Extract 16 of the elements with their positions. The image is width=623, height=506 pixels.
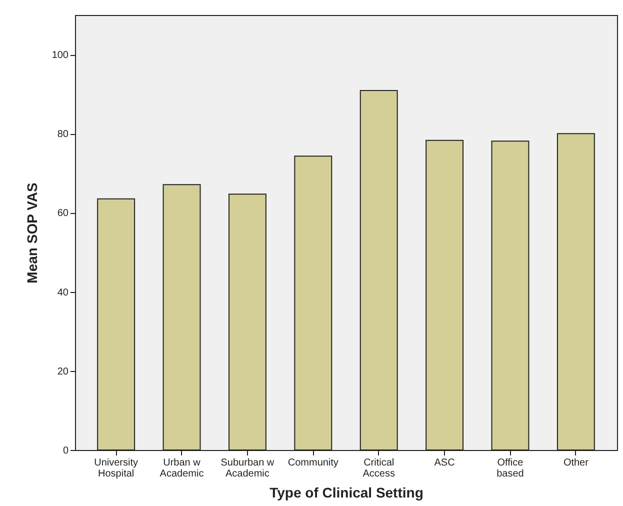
x-axis-title: Type of Clinical Setting [270, 484, 424, 500]
x-tick-label: Critical Access [362, 458, 395, 480]
x-tick-label: Suburban w Academic [220, 458, 275, 480]
y-tick-label: 60 [57, 208, 69, 220]
y-tick-label: 80 [57, 129, 69, 140]
x-tick-label: Community [288, 458, 338, 468]
x-tick-label: Office based [496, 458, 524, 480]
y-tick-label: 20 [57, 366, 69, 378]
y-tick-label: 40 [57, 287, 69, 298]
x-tick-label: Other [563, 458, 590, 468]
y-tick-label: 0 [62, 446, 69, 456]
x-tick-label: Urban w Academic [160, 458, 204, 480]
x-tick-label: University Hospital [94, 458, 138, 480]
y-axis-title: Mean SOP VAS [24, 182, 40, 284]
y-tick-label: 100 [52, 50, 69, 62]
x-tick-label: ASC [434, 458, 455, 468]
